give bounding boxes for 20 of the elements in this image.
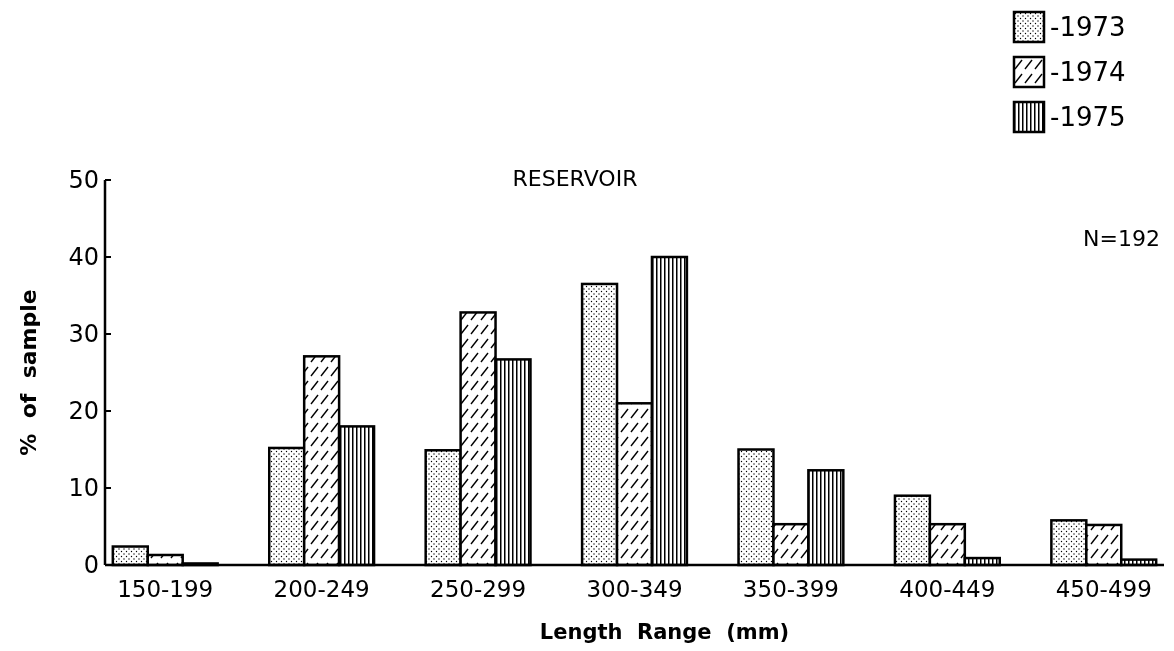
y-tick-label: 10 xyxy=(68,474,99,503)
x-tick-label: 350-399 xyxy=(742,576,839,602)
y-tick-label: 40 xyxy=(68,243,99,272)
x-tick-label: 150-199 xyxy=(117,576,214,602)
x-axis-title: Length Range (mm) xyxy=(539,620,790,644)
y-axis-title: % of sample xyxy=(16,289,41,456)
x-tick-label: 400-449 xyxy=(899,576,996,602)
y-tick-label: 20 xyxy=(68,397,99,426)
x-tick-label: 200-249 xyxy=(273,576,370,602)
y-tick-label: 50 xyxy=(68,166,99,195)
legend-label: -1973 xyxy=(1050,12,1126,43)
y-tick-label: 30 xyxy=(68,320,99,349)
y-tick-label: 0 xyxy=(83,551,99,580)
chart-title: RESERVOIR xyxy=(512,166,638,191)
legend-label: -1975 xyxy=(1050,102,1126,133)
x-tick-label: 250-299 xyxy=(430,576,527,602)
x-tick-label: 450-499 xyxy=(1055,576,1152,602)
legend-label: -1974 xyxy=(1050,57,1126,88)
x-tick-label: 300-349 xyxy=(586,576,683,602)
annotation: N=192 xyxy=(1083,226,1160,251)
